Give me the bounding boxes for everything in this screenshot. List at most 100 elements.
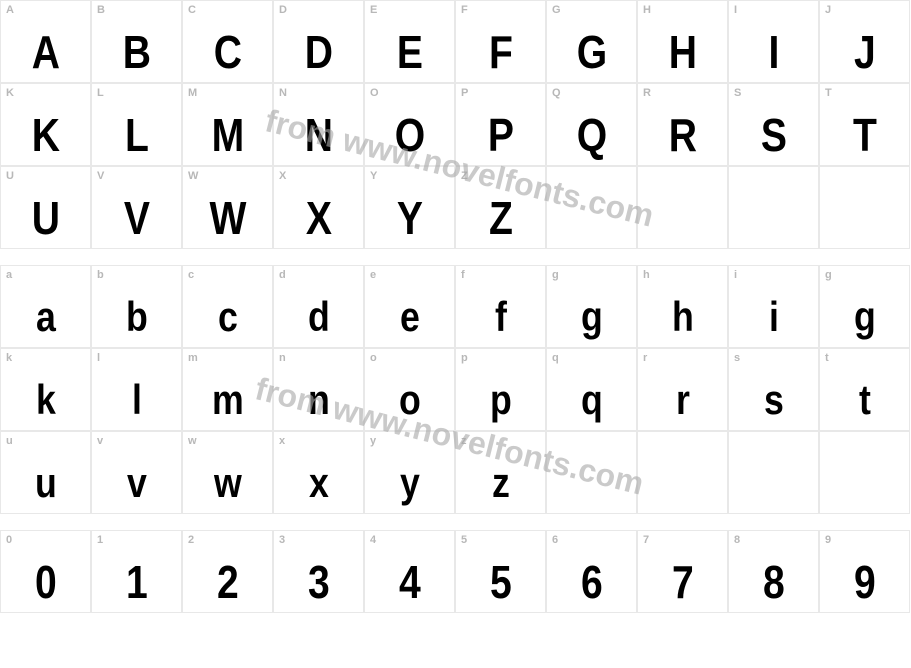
glyph: v [99,462,175,504]
glyph: 6 [554,559,630,605]
cell-key-label: a [6,269,12,281]
glyph-cell: BB [91,0,182,83]
cell-key-label: u [6,435,13,447]
glyph: I [736,29,812,75]
cell-key-label: t [825,352,829,364]
glyph-cell: WW [182,166,273,249]
glyph: l [99,379,175,421]
glyph: Z [463,195,539,241]
empty-cell [728,431,819,514]
glyph-cell: ee [364,265,455,348]
glyph: q [554,379,630,421]
cell-key-label: I [734,4,737,16]
empty-cell [546,166,637,249]
glyph: Q [554,112,630,158]
cell-key-label: 7 [643,534,649,546]
cell-key-label: k [6,352,12,364]
cell-key-label: 9 [825,534,831,546]
cell-key-label: c [188,269,194,281]
cell-key-label: 0 [6,534,12,546]
glyph-cell: UU [0,166,91,249]
cell-key-label: p [461,352,468,364]
glyph: T [827,112,903,158]
glyph: 2 [190,559,266,605]
cell-key-label: l [97,352,100,364]
glyph: b [99,296,175,338]
glyph-cell: mm [182,348,273,431]
glyph: C [190,29,266,75]
cell-key-label: h [643,269,650,281]
glyph-cell: 88 [728,530,819,613]
cell-key-label: 8 [734,534,740,546]
cell-key-label: v [97,435,103,447]
glyph-cell: cc [182,265,273,348]
glyph: 9 [827,559,903,605]
cell-key-label: N [279,87,287,99]
glyph-cell: pp [455,348,546,431]
cell-key-label: 3 [279,534,285,546]
glyph-cell: JJ [819,0,910,83]
cell-key-label: s [734,352,740,364]
cell-key-label: R [643,87,651,99]
glyph: p [463,379,539,421]
cell-key-label: 4 [370,534,376,546]
glyph: 0 [8,559,84,605]
glyph-cell: MM [182,83,273,166]
cell-key-label: r [643,352,647,364]
glyph-cell: VV [91,166,182,249]
glyph: 7 [645,559,721,605]
cell-key-label: X [279,170,286,182]
glyph-cell: OO [364,83,455,166]
glyph: u [8,462,84,504]
glyph: L [99,112,175,158]
glyph: 1 [99,559,175,605]
glyph-cell: hh [637,265,728,348]
glyph-cell: NN [273,83,364,166]
glyph: B [99,29,175,75]
cell-key-label: d [279,269,286,281]
glyph-cell: ss [728,348,819,431]
glyph: N [281,112,357,158]
glyph-cell: oo [364,348,455,431]
glyph-cell: LL [91,83,182,166]
glyph-cell: yy [364,431,455,514]
cell-key-label: b [97,269,104,281]
glyph-cell: HH [637,0,728,83]
cell-key-label: i [734,269,737,281]
cell-key-label: 6 [552,534,558,546]
empty-cell [819,431,910,514]
lowercase-grid: aabbccddeeffgghhiiggkkllmmnnooppqqrrsstt… [0,265,910,514]
cell-key-label: A [6,4,14,16]
glyph: F [463,29,539,75]
cell-key-label: U [6,170,14,182]
glyph: W [190,195,266,241]
glyph-cell: dd [273,265,364,348]
glyph: O [372,112,448,158]
glyph-cell: bb [91,265,182,348]
glyph-cell: EE [364,0,455,83]
empty-cell [819,166,910,249]
glyph: D [281,29,357,75]
cell-key-label: Y [370,170,377,182]
glyph-cell: kk [0,348,91,431]
glyph-cell: rr [637,348,728,431]
cell-key-label: L [97,87,104,99]
glyph-cell: zz [455,431,546,514]
empty-cell [546,431,637,514]
cell-key-label: B [97,4,105,16]
cell-key-label: g [825,269,832,281]
cell-key-label: q [552,352,559,364]
cell-key-label: V [97,170,104,182]
cell-key-label: 5 [461,534,467,546]
glyph-cell: 11 [91,530,182,613]
glyph-cell: ww [182,431,273,514]
cell-key-label: S [734,87,741,99]
cell-key-label: g [552,269,559,281]
glyph-cell: QQ [546,83,637,166]
glyph: f [463,296,539,338]
glyph-cell: aa [0,265,91,348]
cell-key-label: F [461,4,468,16]
glyph: g [554,296,630,338]
glyph-cell: II [728,0,819,83]
glyph: h [645,296,721,338]
